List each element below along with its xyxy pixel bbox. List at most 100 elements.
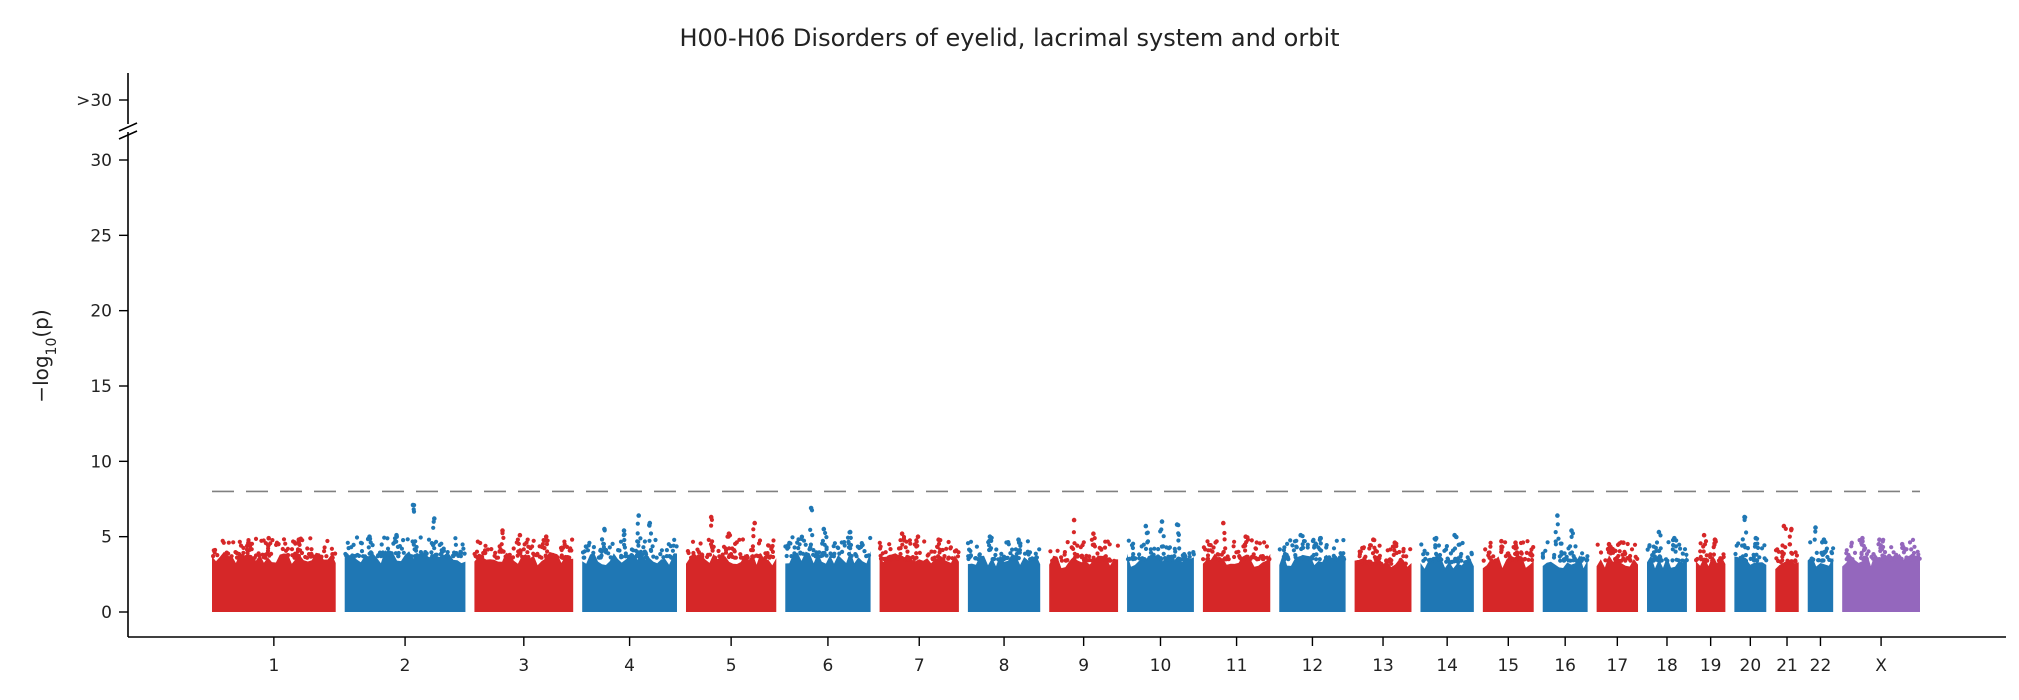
snp-point	[308, 554, 313, 559]
snp-point	[1099, 547, 1104, 552]
snp-point	[259, 538, 264, 543]
chromosome-band-12	[1279, 553, 1346, 612]
snp-point	[1216, 552, 1221, 557]
snp-point	[987, 547, 992, 553]
snp-point	[550, 552, 556, 558]
chromosome-band-18	[1647, 555, 1687, 612]
y-tick-label: 10	[90, 452, 112, 472]
snp-peak-point	[266, 535, 272, 541]
snp-point	[846, 539, 851, 545]
snp-point	[1181, 556, 1186, 562]
chromosome-3	[472, 528, 575, 612]
snp-point	[1573, 544, 1578, 549]
snp-point	[629, 553, 634, 558]
snp-point	[394, 534, 399, 539]
chromosome-7	[877, 531, 961, 612]
chromosome-16	[1540, 513, 1590, 612]
snp-point	[653, 537, 658, 543]
snp-point	[1862, 555, 1867, 560]
snp-point	[1308, 557, 1313, 562]
snp-point	[1363, 554, 1368, 559]
snp-point	[1176, 531, 1181, 536]
chromosome-14	[1419, 532, 1474, 612]
snp-point	[1015, 548, 1021, 553]
chromosome-band-3	[474, 551, 574, 612]
snp-point	[324, 554, 329, 559]
snp-point	[1658, 533, 1663, 538]
snp-point	[1144, 531, 1149, 536]
snp-point	[241, 545, 246, 551]
snp-point	[515, 537, 521, 542]
snp-point	[289, 547, 295, 552]
snp-point	[381, 552, 386, 557]
snp-point	[726, 534, 731, 539]
snp-point	[431, 541, 436, 547]
snp-point	[1701, 549, 1706, 554]
snp-point	[367, 551, 372, 556]
chromosome-12	[1277, 532, 1347, 612]
snp-point	[1401, 554, 1406, 559]
snp-point	[385, 536, 390, 541]
snp-point	[860, 542, 865, 548]
snp-point	[642, 539, 648, 544]
snp-point	[1702, 542, 1708, 547]
chromosome-band-16	[1542, 555, 1588, 612]
snp-point	[570, 537, 575, 542]
snp-point	[1882, 550, 1888, 555]
snp-point	[1680, 558, 1685, 563]
snp-point	[641, 545, 646, 550]
snp-point	[1448, 551, 1453, 556]
chromosome-band-6	[785, 551, 871, 612]
snp-point	[621, 533, 626, 538]
chromosome-band-2	[344, 550, 466, 612]
snp-point	[1223, 546, 1228, 551]
snp-point	[1281, 554, 1286, 559]
snp-point	[654, 555, 659, 560]
snp-point	[473, 554, 478, 559]
snp-point	[1526, 557, 1531, 562]
chromosome-band-7	[879, 553, 959, 612]
snp-point	[292, 540, 297, 545]
snp-peak-point	[1143, 523, 1149, 529]
snp-point	[1904, 557, 1909, 562]
snp-point	[522, 542, 527, 547]
snp-point	[1529, 557, 1535, 563]
snp-point	[914, 555, 919, 560]
snp-point	[1543, 548, 1548, 553]
snp-point	[1555, 522, 1560, 527]
snp-point	[322, 549, 327, 554]
snp-point	[494, 555, 499, 560]
snp-peak-point	[899, 531, 905, 536]
snp-point	[797, 542, 802, 547]
snp-point	[647, 538, 652, 543]
snp-point	[1910, 554, 1915, 559]
chromosome-band-X	[1842, 553, 1920, 612]
snp-point	[1201, 557, 1206, 562]
snp-point	[565, 555, 570, 560]
snp-point	[1201, 545, 1206, 550]
snp-point	[1377, 553, 1382, 558]
snp-point	[300, 538, 305, 543]
snp-point	[1759, 546, 1765, 551]
snp-point	[1177, 546, 1182, 551]
snp-point	[1084, 558, 1089, 563]
snp-point	[1894, 552, 1899, 558]
snp-point	[1829, 550, 1834, 555]
snp-point	[598, 548, 603, 553]
snp-point	[946, 555, 952, 560]
snp-point	[1774, 556, 1779, 561]
snp-point	[993, 552, 998, 558]
snp-point	[1713, 539, 1718, 544]
snp-point	[1711, 552, 1716, 557]
snp-point	[1037, 547, 1042, 552]
snp-point	[1684, 552, 1689, 557]
y-tick-label: 30	[90, 151, 112, 171]
snp-point	[1433, 559, 1438, 564]
x-tick-label-chr-2: 2	[400, 656, 411, 676]
snp-point	[1166, 557, 1171, 562]
snp-point	[771, 538, 776, 543]
snp-point	[635, 521, 640, 526]
snp-point	[1318, 536, 1323, 541]
snp-point	[664, 548, 670, 553]
snp-point	[1825, 554, 1830, 560]
